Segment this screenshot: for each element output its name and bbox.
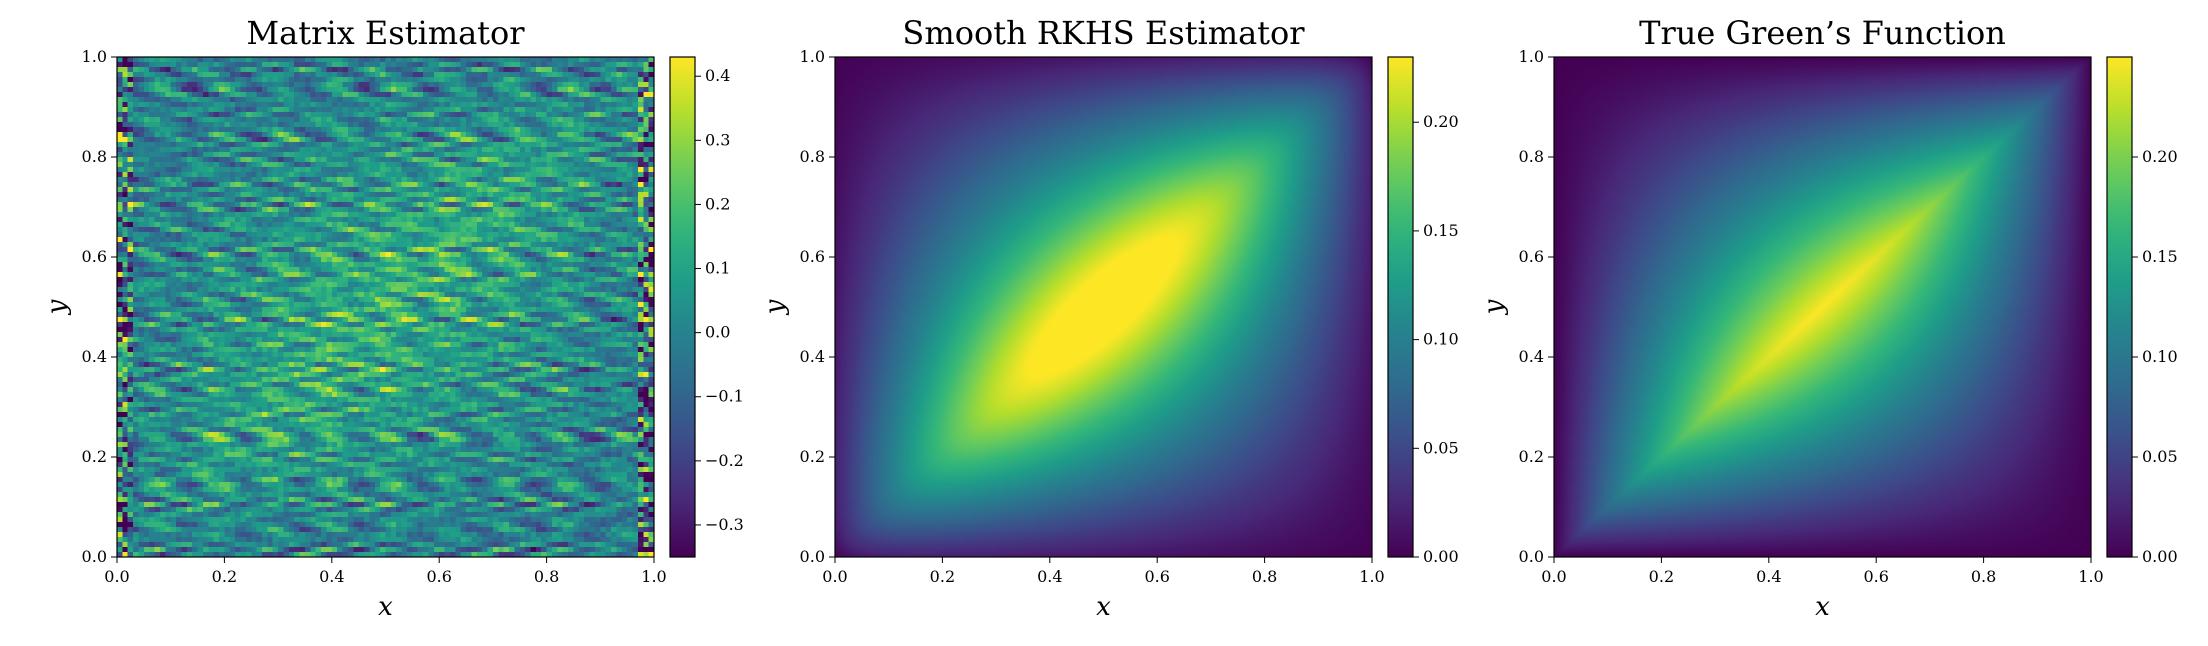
colorbar-tick-label: −0.1 (705, 387, 744, 406)
y-tick-label: 0.6 (1519, 247, 1544, 266)
y-tick-label: 0.2 (800, 447, 825, 466)
colorbar-tick-label: 0.3 (705, 130, 730, 149)
y-tick-label: 0.8 (800, 147, 825, 166)
chart-title: Smooth RKHS Estimator (902, 14, 1305, 52)
heatmap-image (117, 57, 654, 557)
colorbar-tick-label: 0.4 (705, 66, 730, 85)
x-tick-label: 1.0 (1359, 567, 1384, 586)
colorbar-frame (2106, 56, 2133, 558)
y-tick-label: 1.0 (1519, 47, 1544, 66)
y-tick-label: 1.0 (82, 47, 107, 66)
plot-frame (1553, 56, 2092, 558)
heatmap-image (835, 57, 1372, 557)
heatmap-image (1554, 57, 2091, 557)
colorbar-frame (669, 56, 696, 558)
x-axis-label: x (1815, 592, 1830, 622)
x-tick-label: 0.8 (1252, 567, 1277, 586)
colorbar-tick-label: −0.2 (705, 451, 744, 470)
colorbar-tick-label: 0.05 (1423, 438, 1459, 457)
chart-title: True Green’s Function (1639, 14, 2006, 52)
colorbar-tick-label: 0.2 (705, 194, 730, 213)
x-tick-label: 0.8 (534, 567, 559, 586)
colorbar-tick-label: 0.10 (2142, 347, 2178, 366)
colorbar: −0.3 −0.2 −0.1 0.0 0.1 0.2 0.3 0.4 (669, 56, 744, 558)
heatmap-panel-1: Matrix Estimator 0.0 0.2 0.4 0.6 0.8 1.0 0.0 0.2… (42, 14, 744, 622)
y-axis-label: y (760, 299, 790, 315)
colorbar-gradient (1388, 57, 1413, 557)
x-tick-label: 1.0 (641, 567, 666, 586)
y-tick-label: 0.2 (1519, 447, 1544, 466)
colorbar-tick-label: 0.1 (705, 259, 730, 278)
y-tick-label: 0.0 (82, 547, 107, 566)
plot-frame (834, 56, 1373, 558)
colorbar-tick-label: 0.05 (2142, 447, 2178, 466)
x-tick-label: 0.2 (930, 567, 955, 586)
y-tick-label: 0.0 (800, 547, 825, 566)
x-tick-label: 1.0 (2078, 567, 2103, 586)
x-axis-label: x (1096, 592, 1111, 622)
y-tick-label: 0.4 (800, 347, 825, 366)
colorbar-tick-label: 0.0 (705, 323, 730, 342)
y-tick-label: 0.2 (82, 447, 107, 466)
x-tick-label: 0.6 (1863, 567, 1888, 586)
x-tick-label: 0.2 (212, 567, 237, 586)
y-tick-label: 0.4 (82, 347, 107, 366)
x-axis-label: x (378, 592, 393, 622)
colorbar-tick-label: 0.00 (2142, 547, 2178, 566)
y-axis-label: y (42, 299, 72, 315)
colorbar-tick-label: 0.10 (1423, 330, 1459, 349)
x-tick-label: 0.0 (1541, 567, 1566, 586)
colorbar-frame (1387, 56, 1414, 558)
colorbar-tick-label: −0.3 (705, 515, 744, 534)
y-tick-label: 0.6 (82, 247, 107, 266)
plot-frame (116, 56, 655, 558)
y-axis-label: y (1479, 299, 1509, 315)
x-tick-label: 0.4 (319, 567, 344, 586)
colorbar-gradient (2107, 57, 2132, 557)
chart-title: Matrix Estimator (246, 14, 525, 52)
colorbar: 0.00 0.05 0.10 0.15 0.20 (1387, 56, 1459, 566)
colorbar-tick-label: 0.20 (1423, 112, 1459, 131)
colorbar-gradient (670, 57, 695, 557)
x-tick-label: 0.2 (1649, 567, 1674, 586)
x-tick-label: 0.0 (104, 567, 129, 586)
colorbar-tick-label: 0.20 (2142, 147, 2178, 166)
colorbar-tick-label: 0.15 (2142, 247, 2178, 266)
x-tick-label: 0.4 (1037, 567, 1062, 586)
colorbar: 0.00 0.05 0.10 0.15 0.20 (2106, 56, 2178, 566)
y-tick-label: 0.8 (1519, 147, 1544, 166)
y-tick-label: 1.0 (800, 47, 825, 66)
x-tick-label: 0.0 (822, 567, 847, 586)
x-tick-label: 0.4 (1756, 567, 1781, 586)
x-tick-label: 0.8 (1971, 567, 1996, 586)
colorbar-tick-label: 0.00 (1423, 547, 1459, 566)
colorbar-tick-label: 0.15 (1423, 221, 1459, 240)
y-tick-label: 0.4 (1519, 347, 1544, 366)
x-tick-label: 0.6 (1144, 567, 1169, 586)
y-tick-label: 0.0 (1519, 547, 1544, 566)
x-tick-label: 0.6 (426, 567, 451, 586)
y-tick-label: 0.8 (82, 147, 107, 166)
y-tick-label: 0.6 (800, 247, 825, 266)
